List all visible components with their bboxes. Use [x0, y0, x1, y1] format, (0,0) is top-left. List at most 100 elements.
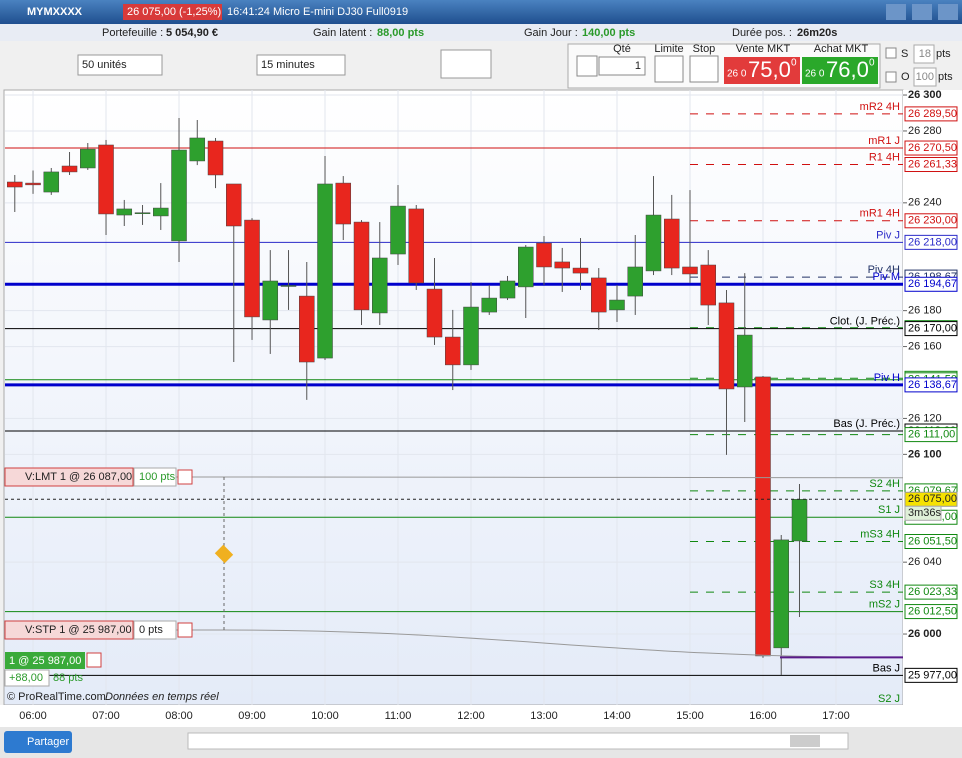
- candle-body: [7, 181, 23, 188]
- y-tick-label: 26 280: [908, 125, 942, 137]
- info-value: 5 054,90 €: [166, 27, 218, 39]
- buy-button[interactable]: [802, 57, 878, 84]
- qty-input[interactable]: [598, 56, 646, 76]
- candle-body: [536, 242, 552, 268]
- level-price: 26 111,00: [908, 429, 955, 441]
- candle-body: [372, 257, 388, 314]
- level-label: mS2 J: [869, 598, 900, 610]
- candle-body: [718, 302, 735, 390]
- x-tick-label: 07:00: [92, 710, 120, 722]
- s-value: 18: [919, 48, 931, 60]
- window-button[interactable]: [912, 4, 932, 20]
- stop-button[interactable]: [689, 55, 719, 83]
- candle-body: [25, 182, 41, 186]
- price-axis: [903, 90, 962, 705]
- candle-body: [408, 208, 425, 284]
- candle-body: [682, 266, 698, 275]
- realtime-note: Données en temps réel: [105, 691, 219, 703]
- y-tick-label: 26 040: [908, 556, 942, 568]
- candle-body: [773, 539, 789, 649]
- level-label: Piv H: [874, 372, 900, 384]
- candle-body: [426, 288, 443, 338]
- copyright: © ProRealTime.com: [7, 691, 106, 703]
- sell-price: 75,0: [748, 57, 791, 82]
- x-tick-label: 11:00: [385, 710, 412, 722]
- settings-button[interactable]: [576, 55, 598, 77]
- y-tick-label: 26 240: [908, 197, 942, 209]
- s-checkbox[interactable]: [885, 47, 897, 59]
- x-tick-label: 15:00: [676, 710, 704, 722]
- level-label: mR1 4H: [860, 208, 900, 220]
- chart-style-button[interactable]: [440, 49, 492, 79]
- plot-area: [3, 89, 904, 706]
- y-tick-label: 26 160: [908, 340, 942, 352]
- info-label: Gain latent :: [313, 27, 372, 39]
- close-position[interactable]: [86, 652, 102, 668]
- units-select[interactable]: [77, 54, 163, 76]
- o-label: O: [901, 71, 910, 83]
- limit-label: Limite: [654, 43, 683, 55]
- period-select[interactable]: [256, 54, 346, 76]
- info-label: Durée pos. :: [732, 27, 792, 39]
- share-label: Partager: [27, 736, 70, 748]
- scroll-thumb[interactable]: [790, 735, 820, 747]
- level-label: Piv 4H: [868, 264, 900, 276]
- o-input[interactable]: [913, 67, 937, 87]
- candle-body: [171, 149, 187, 242]
- s-input[interactable]: [913, 44, 935, 64]
- window-button[interactable]: [938, 4, 958, 20]
- x-tick-label: 08:00: [165, 710, 193, 722]
- order-text: V:LMT 1 @ 26 087,00: [25, 471, 132, 483]
- cancel-order[interactable]: [177, 469, 193, 485]
- scrollbar[interactable]: [187, 732, 849, 750]
- window-button[interactable]: [886, 4, 906, 20]
- order-tag: [4, 620, 134, 640]
- candle-body: [791, 499, 808, 542]
- position-pnl-box: [4, 669, 50, 687]
- share-button[interactable]: [4, 731, 72, 753]
- info-label: Portefeuille :: [102, 27, 163, 39]
- level-price: 26 270,50: [908, 142, 957, 154]
- level-label: R1 4H: [869, 151, 900, 163]
- candle-body: [390, 205, 406, 255]
- level-price: 26 230,00: [908, 215, 957, 227]
- candle-body: [627, 266, 643, 297]
- level-price-box: [904, 667, 958, 683]
- sell-label: Vente MKT: [736, 43, 791, 55]
- candle-body: [98, 144, 114, 215]
- o-checkbox[interactable]: [885, 71, 897, 83]
- candle-body: [335, 182, 352, 225]
- level-price-box: [904, 604, 958, 620]
- y-tick-label: 26 300: [908, 89, 942, 101]
- buy-prefix: 26 0: [805, 69, 825, 80]
- candle-body: [518, 246, 534, 288]
- s-unit: pts: [936, 48, 951, 60]
- level-label: S1 J: [878, 504, 900, 516]
- level-price-box: [904, 321, 958, 337]
- order-tag: [4, 467, 134, 487]
- candle-body: [554, 261, 571, 269]
- candle-body: [736, 334, 753, 388]
- level-price-box: [904, 106, 958, 122]
- limit-button[interactable]: [654, 55, 684, 83]
- y-tick-label: 26 100: [908, 448, 942, 460]
- candle-body: [280, 285, 297, 287]
- candle-body: [645, 214, 662, 272]
- x-tick-label: 14:00: [603, 710, 631, 722]
- candle-body: [445, 336, 461, 366]
- info-label: Gain Jour :: [524, 27, 578, 39]
- level-label: mR2 4H: [860, 101, 900, 113]
- candle-body: [591, 277, 607, 313]
- level-label: S2 J: [878, 693, 900, 705]
- sell-button[interactable]: [724, 57, 800, 84]
- period-value: 15 minutes: [261, 59, 315, 71]
- level-label: Bas J: [872, 662, 900, 674]
- order-pts: 0 pts: [139, 624, 163, 636]
- level-price-box: [904, 140, 958, 156]
- timer-box: [904, 505, 942, 521]
- candle-body: [700, 264, 716, 306]
- quote-box: [123, 4, 222, 20]
- cancel-order[interactable]: [177, 622, 193, 638]
